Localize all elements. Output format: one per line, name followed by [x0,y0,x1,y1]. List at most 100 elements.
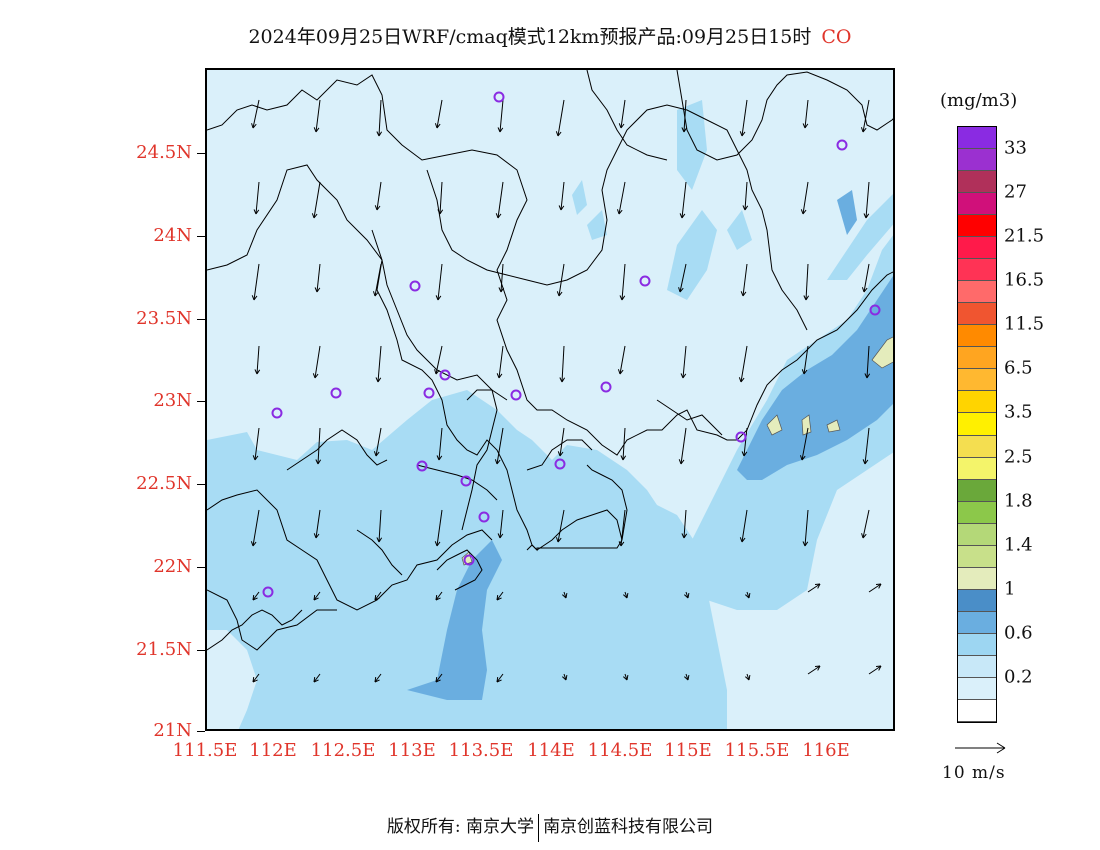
wind-vector [500,263,504,293]
wind-vector-head [496,676,499,683]
wind-vector [624,673,628,681]
wind-vector-head [683,594,689,599]
wind-vector-head [374,205,378,211]
wind-vector-head [620,541,625,547]
y-axis-tick [197,567,205,568]
wind-vectors [250,99,882,683]
wind-vector-head [374,594,377,601]
wind-vector-head [559,451,564,457]
wind-vector-head [375,451,380,457]
legend-unit: (mg/m3) [940,90,1018,111]
wind-vector [862,509,870,539]
wind-vector [374,263,382,297]
wind-vector-head [681,533,685,539]
wind-vector [377,345,382,383]
wind-vector-head [437,295,442,301]
wind-vector-head [878,583,882,589]
wind-vector-head [498,287,502,293]
wind-vector-head [497,533,501,539]
wind-vector-head [863,213,867,219]
wind-vector [801,427,809,461]
color-bar-label: 11.5 [1004,313,1045,335]
wind-vector-head [743,451,748,457]
wind-vector-head [626,592,629,599]
wind-vector-head [560,205,565,211]
x-axis-label: 111.5E [172,740,238,761]
wind-vector-head [559,377,563,383]
wind-vector-head [557,131,562,137]
wind-vector-head [802,123,806,129]
wind-vector-head [865,213,870,219]
wind-vector-head [311,213,315,219]
wind-vector-head [254,369,258,375]
wind-vector-head [565,592,568,599]
wind-vector-head [748,592,751,599]
color-bar-label: 0.6 [1004,622,1033,644]
wind-vector-head [256,369,261,375]
wind-vector-head [251,123,254,129]
wind-vector-head [561,377,566,383]
wind-vector-head [862,459,866,465]
wind-vector-head [687,592,690,599]
wind-vector [496,673,504,683]
color-bar [957,126,997,723]
color-bar-segment [958,523,996,546]
wind-vector [620,509,626,547]
y-axis-label: 24N [153,225,192,246]
wind-vector-head [618,541,622,547]
y-axis-label: 23N [153,390,192,411]
wind-vector-head [622,676,628,681]
y-axis-tick [197,153,205,154]
wind-vector [740,345,748,383]
wind-vector-head [498,373,503,379]
wind-vector [865,181,870,219]
wind-vector [742,263,748,297]
wind-vector-head [314,373,319,379]
x-axis-label: 112.5E [310,740,376,761]
wind-vector [868,665,882,675]
wind-vector [378,509,382,543]
wind-vector [436,99,443,129]
wind-vector [499,99,504,133]
station-marker [639,275,651,287]
wind-vector-head [315,127,320,133]
wind-vector-head [864,459,869,465]
color-bar-segment [958,677,996,700]
wind-vector-head [250,541,254,547]
wind-vector-head [866,373,871,379]
wind-vector-head [799,455,803,461]
wind-vector-head [494,459,498,465]
wind-vector-head [253,295,258,301]
wind-vector [620,99,626,129]
wind-vector-head [742,291,747,297]
wind-vector-head [862,533,867,539]
wind-vector [563,591,567,599]
wind-vector-head [252,676,255,683]
color-bar-label: 6.5 [1004,357,1033,379]
wind-vector-head [252,597,258,601]
wind-vector-head [748,674,751,681]
wind-vector-head [372,291,376,297]
wind-vector [497,181,504,219]
wind-vector-head [435,676,438,683]
title-text: 2024年09月25日WRF/cmaq模式12km预报产品:09月25日15时 [248,26,812,48]
y-axis-tick [197,236,205,237]
wind-vector-head [622,455,627,461]
wind-vector [741,99,748,137]
wind-vector [436,509,443,547]
x-axis-label: 114E [527,740,575,761]
wind-vector [744,181,748,211]
wind-vector-head [558,291,563,297]
wind-vector-head [436,541,441,547]
wind-vector-head [557,451,561,457]
wind-vector-head [436,123,441,129]
station-marker [439,369,451,381]
footer-left: 版权所有: 南京大学 [386,817,535,837]
color-bar-segment [958,545,996,568]
footer-divider [538,813,540,842]
color-bar-segment [958,193,996,216]
wind-vector-head [439,209,444,215]
color-bar-label: 2.5 [1004,446,1033,468]
station-marker [836,139,848,151]
wind-vector-head [620,123,625,129]
